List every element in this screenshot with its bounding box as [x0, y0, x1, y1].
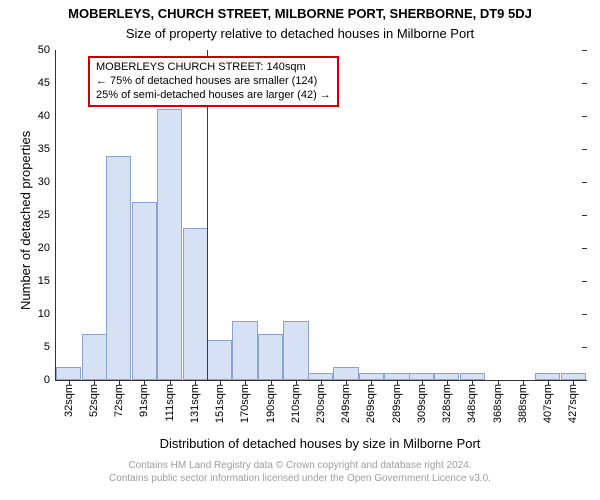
x-tick-label: 91sqm [138, 380, 150, 417]
histogram-bar [183, 228, 208, 380]
y-tick-label: 20 [38, 242, 56, 254]
y-tick-mark [582, 347, 587, 348]
y-tick-label: 50 [38, 44, 56, 56]
x-tick-label: 269sqm [365, 380, 377, 423]
y-tick-mark [582, 116, 587, 117]
x-tick-mark [69, 380, 70, 385]
x-tick-mark [220, 380, 221, 385]
histogram-bar [535, 373, 560, 380]
x-tick-mark [422, 380, 423, 385]
x-tick-label: 230sqm [315, 380, 327, 423]
x-tick-mark [472, 380, 473, 385]
x-tick-mark [94, 380, 95, 385]
histogram-bar [434, 373, 459, 380]
y-tick-mark [582, 182, 587, 183]
x-tick-label: 368sqm [492, 380, 504, 423]
x-tick-label: 249sqm [340, 380, 352, 423]
y-tick-label: 35 [38, 143, 56, 155]
x-tick-mark [119, 380, 120, 385]
y-tick-mark [582, 281, 587, 282]
y-tick-mark [582, 215, 587, 216]
x-tick-label: 328sqm [441, 380, 453, 423]
y-tick-mark [582, 380, 587, 381]
x-tick-mark [498, 380, 499, 385]
y-tick-label: 15 [38, 275, 56, 287]
callout-line-3: 25% of semi-detached houses are larger (… [96, 89, 331, 103]
x-tick-label: 52sqm [88, 380, 100, 417]
x-tick-label: 170sqm [239, 380, 251, 423]
histogram-bar [232, 321, 257, 380]
histogram-bar [359, 373, 384, 380]
x-tick-label: 72sqm [113, 380, 125, 417]
x-tick-label: 289sqm [391, 380, 403, 423]
histogram-bar [409, 373, 434, 380]
y-tick-label: 40 [38, 110, 56, 122]
y-tick-label: 25 [38, 209, 56, 221]
histogram-bar [460, 373, 485, 380]
x-tick-mark [447, 380, 448, 385]
chart-title-sub: Size of property relative to detached ho… [0, 26, 600, 41]
callout-line-2: ← 75% of detached houses are smaller (12… [96, 75, 331, 89]
x-tick-label: 427sqm [567, 380, 579, 423]
histogram-bar [384, 373, 409, 380]
x-tick-label: 131sqm [189, 380, 201, 423]
x-tick-mark [573, 380, 574, 385]
histogram-bar [561, 373, 586, 380]
histogram-bar [308, 373, 333, 380]
histogram-bar [82, 334, 107, 380]
attribution-line-2: Contains public sector information licen… [0, 473, 600, 486]
x-tick-label: 407sqm [542, 380, 554, 423]
x-tick-mark [523, 380, 524, 385]
x-tick-label: 151sqm [214, 380, 226, 423]
x-tick-label: 348sqm [466, 380, 478, 423]
callout-line-1: MOBERLEYS CHURCH STREET: 140sqm [96, 61, 331, 75]
attribution-text: Contains HM Land Registry data © Crown c… [0, 460, 600, 485]
y-tick-mark [582, 314, 587, 315]
x-tick-label: 32sqm [63, 380, 75, 417]
histogram-bar [56, 367, 81, 380]
x-tick-label: 111sqm [164, 380, 176, 422]
plot-area: 0510152025303540455032sqm52sqm72sqm91sqm… [55, 50, 586, 381]
y-tick-label: 45 [38, 77, 56, 89]
x-tick-label: 190sqm [265, 380, 277, 423]
histogram-bar [333, 367, 358, 380]
y-tick-label: 30 [38, 176, 56, 188]
x-tick-mark [321, 380, 322, 385]
y-axis-label: Number of detached properties [18, 131, 33, 310]
x-tick-mark [346, 380, 347, 385]
x-tick-mark [296, 380, 297, 385]
histogram-bar [157, 109, 182, 380]
attribution-line-1: Contains HM Land Registry data © Crown c… [0, 460, 600, 473]
histogram-bar [283, 321, 308, 380]
y-tick-mark [582, 248, 587, 249]
y-tick-label: 0 [44, 374, 56, 386]
x-tick-mark [397, 380, 398, 385]
histogram-bar [106, 156, 131, 380]
y-tick-mark [582, 50, 587, 51]
x-tick-mark [170, 380, 171, 385]
x-tick-mark [245, 380, 246, 385]
y-tick-mark [582, 83, 587, 84]
histogram-bar [207, 340, 232, 380]
y-tick-label: 5 [44, 341, 56, 353]
y-tick-mark [582, 149, 587, 150]
x-tick-label: 388sqm [517, 380, 529, 423]
x-tick-label: 309sqm [416, 380, 428, 423]
x-tick-mark [548, 380, 549, 385]
x-tick-mark [271, 380, 272, 385]
x-tick-mark [371, 380, 372, 385]
histogram-bar [132, 202, 157, 380]
y-tick-label: 10 [38, 308, 56, 320]
histogram-bar [258, 334, 283, 380]
x-tick-mark [144, 380, 145, 385]
callout-box: MOBERLEYS CHURCH STREET: 140sqm← 75% of … [88, 56, 339, 107]
x-axis-label: Distribution of detached houses by size … [55, 436, 585, 451]
x-tick-label: 210sqm [290, 380, 302, 423]
chart-title-main: MOBERLEYS, CHURCH STREET, MILBORNE PORT,… [0, 6, 600, 21]
x-tick-mark [195, 380, 196, 385]
